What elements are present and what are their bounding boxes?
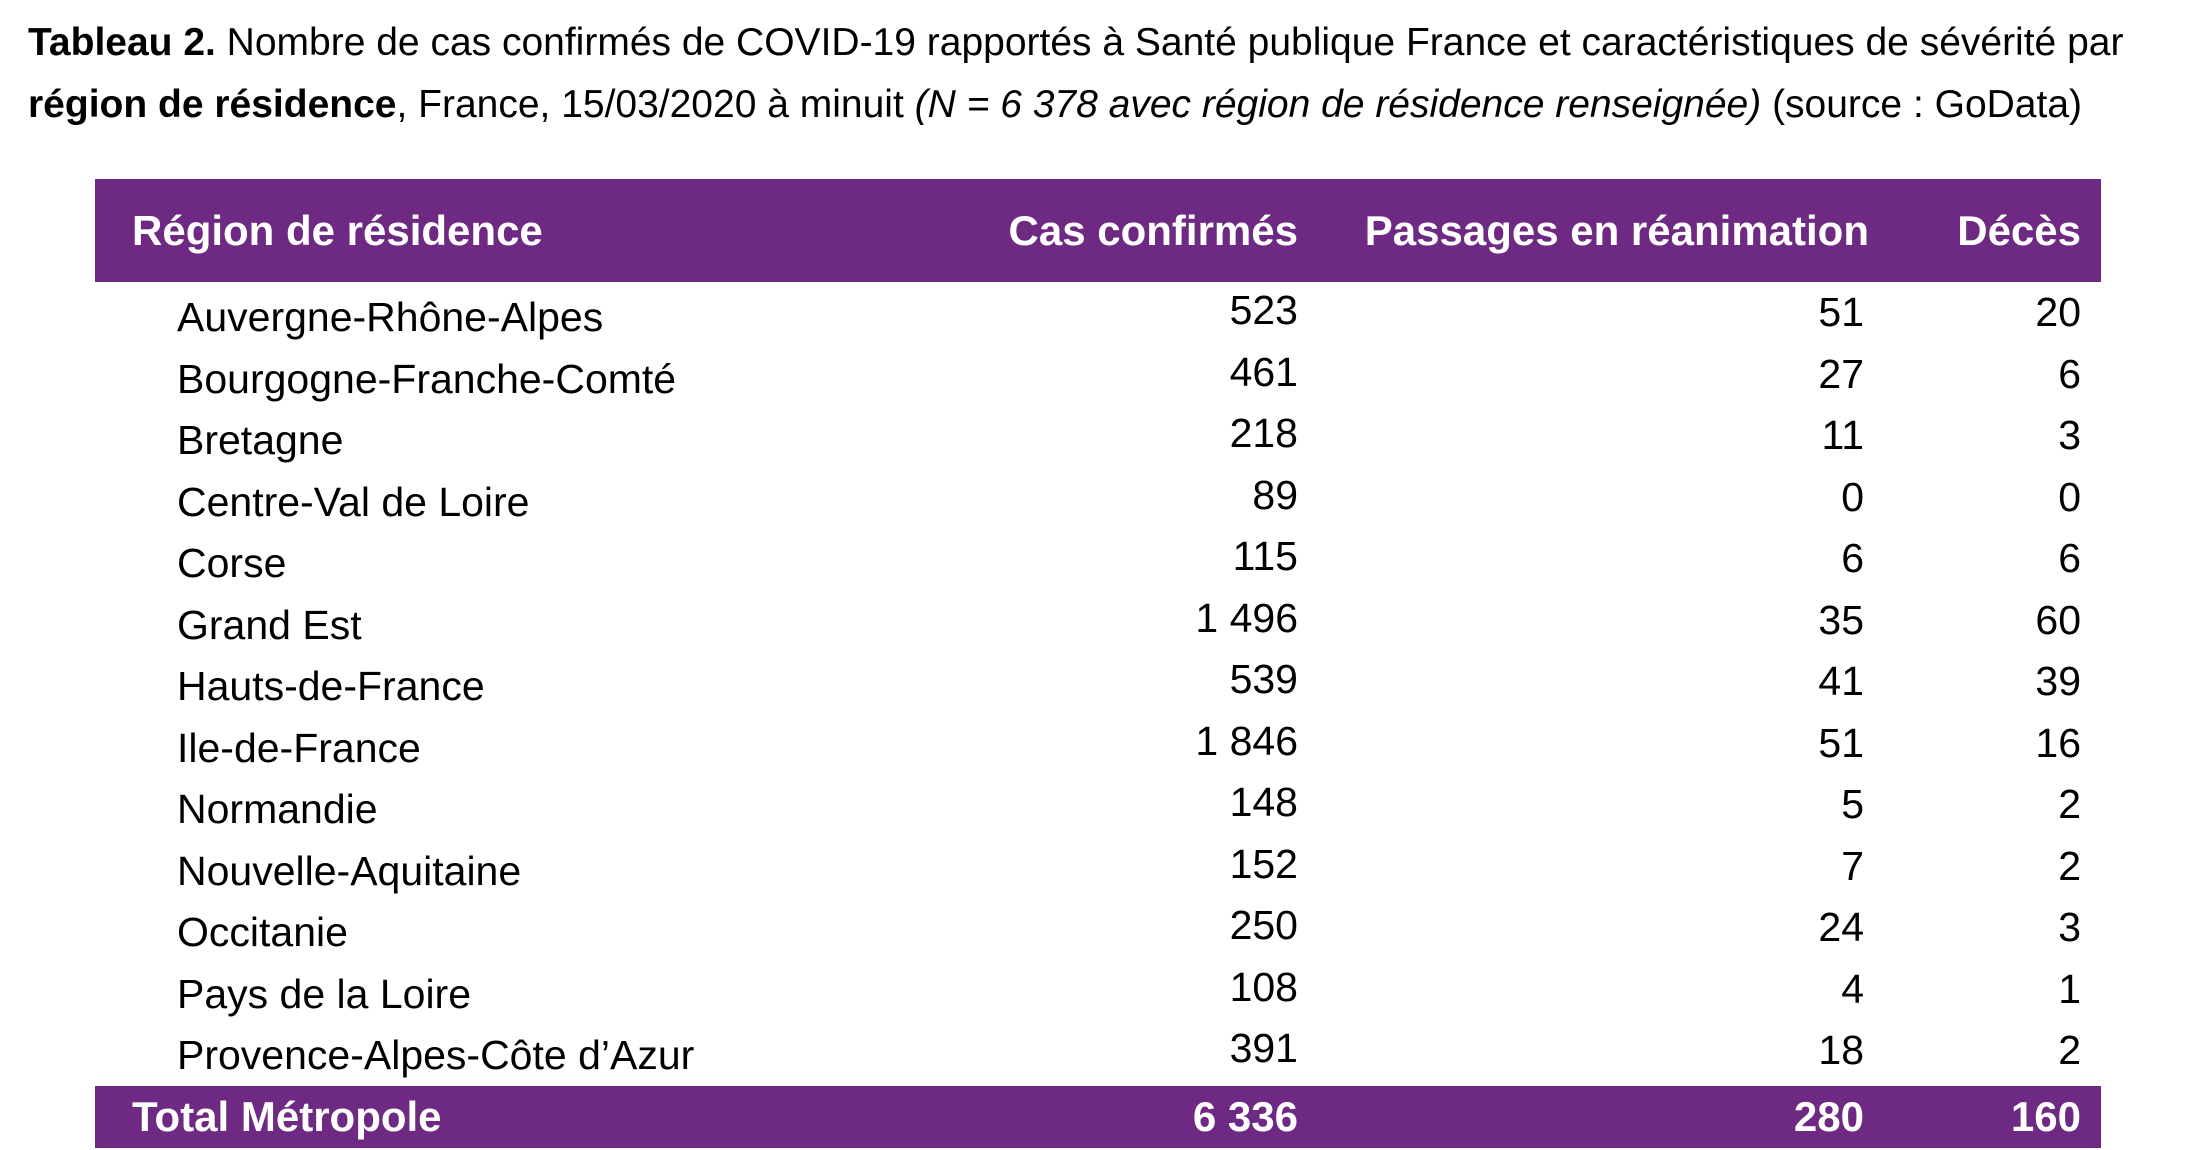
- table-caption: Tableau 2. Nombre de cas confirmés de CO…: [28, 12, 2200, 136]
- table-row: Nouvelle-Aquitaine 152 7 2: [95, 836, 2101, 898]
- cell-reanimation: 7: [1841, 842, 1864, 889]
- cell-cas-confirmes: 523: [1229, 287, 1298, 334]
- table-total-row: Total Métropole 6 336 280 160: [95, 1085, 2101, 1148]
- cell-deces: 60: [2035, 596, 2081, 643]
- cell-region: Ile-de-France: [177, 724, 421, 771]
- cell-region: Corse: [177, 540, 287, 587]
- cell-reanimation: 27: [1818, 350, 1864, 397]
- cell-reanimation: 24: [1818, 904, 1864, 951]
- cell-deces: 2: [2058, 781, 2081, 828]
- table-row: Normandie 148 5 2: [95, 774, 2101, 836]
- cell-region: Auvergne-Rhône-Alpes: [177, 294, 604, 341]
- table-row: Auvergne-Rhône-Alpes 523 51 20: [95, 282, 2101, 344]
- cell-cas-confirmes: 89: [1252, 471, 1298, 518]
- cell-deces: 20: [2035, 289, 2081, 336]
- cell-deces: 3: [2058, 412, 2081, 459]
- cell-cas-confirmes: 1 846: [1195, 717, 1298, 764]
- cell-reanimation: 5: [1841, 781, 1864, 828]
- cell-deces: 1: [2058, 965, 2081, 1012]
- cell-region: Occitanie: [177, 909, 348, 956]
- cell-reanimation: 18: [1818, 1027, 1864, 1074]
- cell-cas-confirmes: 115: [1232, 533, 1298, 580]
- table-row: Pays de la Loire 108 4 1: [95, 959, 2101, 1021]
- table-row: Hauts-de-France 539 41 39: [95, 651, 2101, 713]
- total-deces: 160: [2010, 1092, 2081, 1140]
- header-deces: Décès: [1957, 206, 2081, 254]
- cell-cas-confirmes: 108: [1229, 963, 1298, 1010]
- cell-region: Hauts-de-France: [177, 663, 485, 710]
- cell-cas-confirmes: 461: [1229, 348, 1298, 395]
- caption-italic-text: (N = 6 378 avec région de résidence rens…: [914, 83, 1762, 126]
- cell-deces: 2: [2058, 1027, 2081, 1074]
- cell-reanimation: 4: [1841, 965, 1864, 1012]
- cell-region: Pays de la Loire: [177, 970, 472, 1017]
- cell-reanimation: 0: [1841, 473, 1864, 520]
- cell-reanimation: 41: [1818, 658, 1864, 705]
- table-row: Grand Est 1 496 35 60: [95, 590, 2101, 652]
- table-header: Région de résidence Cas confirmés Passag…: [95, 179, 2101, 282]
- cell-region: Bretagne: [177, 417, 344, 464]
- table-row: Corse 115 6 6: [95, 528, 2101, 590]
- caption-source: (source : GoData): [1761, 83, 2083, 126]
- header-reanimation: Passages en réanimation: [1364, 206, 1869, 254]
- cell-cas-confirmes: 152: [1229, 840, 1298, 887]
- table-row: Bretagne 218 11 3: [95, 405, 2101, 467]
- table-row: Ile-de-France 1 846 51 16: [95, 713, 2101, 775]
- cell-cas-confirmes: 148: [1229, 779, 1298, 826]
- table-row: Centre-Val de Loire 89 0 0: [95, 467, 2101, 529]
- caption-bold-text: région de résidence: [28, 83, 397, 126]
- header-region: Région de résidence: [132, 206, 543, 254]
- cell-reanimation: 51: [1818, 719, 1864, 766]
- header-cas-confirmes: Cas confirmés: [1008, 206, 1298, 254]
- cell-cas-confirmes: 539: [1229, 656, 1298, 703]
- cell-reanimation: 51: [1818, 289, 1864, 336]
- table-row: Occitanie 250 24 3: [95, 897, 2101, 959]
- cell-deces: 3: [2058, 904, 2081, 951]
- cell-deces: 6: [2058, 350, 2081, 397]
- caption-text-1: Nombre de cas confirmés de COVID-19 rapp…: [215, 21, 2124, 64]
- cell-deces: 0: [2058, 473, 2081, 520]
- total-cas-confirmes: 6 336: [1192, 1092, 1298, 1140]
- cell-reanimation: 6: [1841, 535, 1864, 582]
- caption-text-2: , France, 15/03/2020 à minuit: [396, 83, 915, 126]
- cell-region: Provence-Alpes-Côte d’Azur: [177, 1032, 695, 1079]
- cell-deces: 39: [2035, 658, 2081, 705]
- table-body: Auvergne-Rhône-Alpes 523 51 20 Bourgogne-Fra…: [95, 282, 2101, 1082]
- caption-line-1: Tableau 2. Nombre de cas confirmés de CO…: [28, 12, 2200, 74]
- cell-cas-confirmes: 218: [1229, 410, 1298, 457]
- cell-region: Bourgogne-Franche-Comté: [177, 355, 677, 402]
- table-row: Provence-Alpes-Côte d’Azur 391 18 2: [95, 1020, 2101, 1082]
- data-table: Région de résidence Cas confirmés Passag…: [95, 179, 2101, 1148]
- total-reanimation: 280: [1793, 1092, 1864, 1140]
- cell-reanimation: 11: [1821, 412, 1864, 459]
- cell-cas-confirmes: 1 496: [1195, 594, 1298, 641]
- cell-cas-confirmes: 391: [1229, 1025, 1298, 1072]
- cell-deces: 6: [2058, 535, 2081, 582]
- caption-line-2: région de résidence, France, 15/03/2020 …: [28, 74, 2200, 136]
- cell-reanimation: 35: [1818, 596, 1864, 643]
- table-row: Bourgogne-Franche-Comté 461 27 6: [95, 344, 2101, 406]
- cell-region: Normandie: [177, 786, 378, 833]
- caption-label: Tableau 2.: [28, 21, 216, 64]
- cell-region: Nouvelle-Aquitaine: [177, 847, 522, 894]
- total-label: Total Métropole: [132, 1092, 442, 1140]
- cell-region: Centre-Val de Loire: [177, 478, 530, 525]
- cell-deces: 2: [2058, 842, 2081, 889]
- cell-cas-confirmes: 250: [1229, 902, 1298, 949]
- cell-region: Grand Est: [177, 601, 362, 648]
- cell-deces: 16: [2035, 719, 2081, 766]
